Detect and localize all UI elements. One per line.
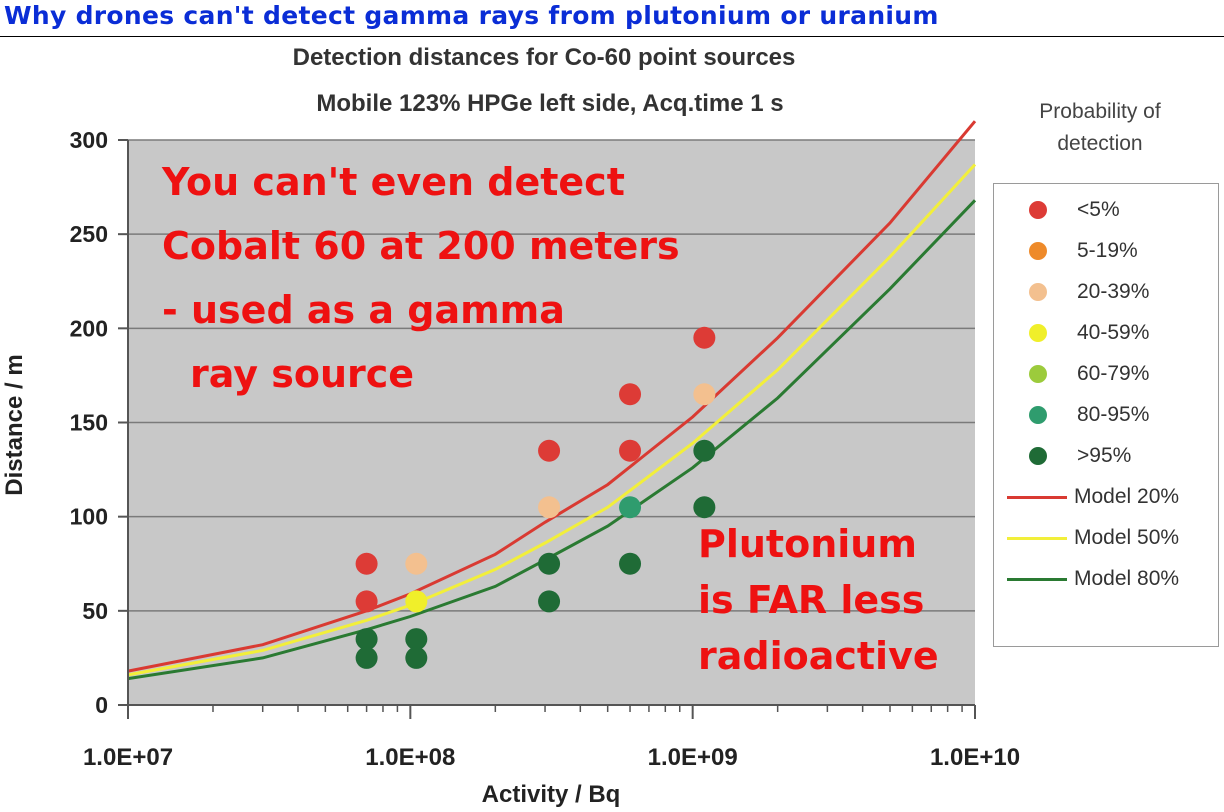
legend-label: 60-79% — [1077, 362, 1150, 385]
legend: <5% 5-19% 20-39% 40-59% 60-79% 80-95% >95% Mode… — [993, 183, 1219, 647]
axes: 0 50 100 150 200 250 300 1.0E+07 1.0E+08 1.0E+09 1… — [70, 127, 1020, 771]
y-axis-label: Distance / m — [1, 354, 28, 495]
legend-dot-swatch — [1029, 365, 1047, 383]
legend-title-line: detection — [1057, 132, 1143, 155]
y-tick-label: 50 — [82, 598, 108, 624]
data-point — [538, 496, 561, 519]
plutonium-annotation-line: is FAR less — [698, 578, 925, 622]
data-point — [619, 439, 642, 462]
data-point — [538, 590, 561, 613]
legend-item: >95% — [994, 436, 1218, 476]
data-point — [405, 646, 428, 669]
chart-title: Detection distances for Co-60 point sour… — [292, 44, 796, 71]
legend-dot-swatch — [1029, 242, 1047, 260]
cobalt-annotation-line: ray source — [190, 352, 415, 396]
y-tick-label: 150 — [70, 410, 108, 436]
data-point — [355, 646, 378, 669]
x-axis-label: Activity / Bq — [482, 781, 621, 808]
data-point — [355, 552, 378, 575]
y-tick-label: 100 — [70, 504, 108, 530]
legend-label: 5-19% — [1077, 239, 1138, 262]
model-line — [127, 163, 977, 677]
legend-item: 60-79% — [994, 354, 1218, 394]
legend-dot-swatch — [1029, 447, 1047, 465]
legend-label: 40-59% — [1077, 321, 1150, 344]
data-point — [538, 439, 561, 462]
x-tick-label: 1.0E+07 — [83, 744, 173, 771]
legend-label: Model 20% — [1074, 485, 1180, 508]
legend-dot-swatch — [1029, 406, 1047, 424]
data-point — [355, 590, 378, 613]
data-point — [355, 628, 378, 651]
legend-line-swatch — [1007, 496, 1067, 499]
legend-label: Model 80% — [1074, 567, 1180, 590]
legend-label: 20-39% — [1077, 280, 1150, 303]
data-point — [538, 552, 561, 575]
plutonium-annotation-line: radioactive — [698, 634, 939, 678]
data-points — [355, 326, 716, 669]
x-tick-label: 1.0E+10 — [930, 744, 1020, 771]
banner: Why drones can't detect gamma rays from … — [0, 0, 1224, 37]
data-point — [693, 383, 716, 406]
data-point — [405, 552, 428, 575]
legend-label: >95% — [1077, 444, 1132, 467]
y-tick-label: 0 — [95, 692, 108, 718]
legend-item: Model 20% — [994, 477, 1218, 517]
plutonium-annotation: Plutonium is FAR less radioactive — [698, 516, 939, 684]
data-point — [619, 383, 642, 406]
legend-item: 5-19% — [994, 231, 1218, 271]
plutonium-annotation-line: Plutonium — [698, 522, 917, 566]
data-point — [693, 496, 716, 519]
legend-title-line: Probability of — [1039, 100, 1161, 123]
legend-dot-swatch — [1029, 201, 1047, 219]
y-tick-label: 200 — [70, 315, 108, 341]
y-tick-label: 300 — [70, 127, 108, 153]
legend-item: <5% — [994, 190, 1218, 230]
cobalt-annotation: You can't even detect Cobalt 60 at 200 m… — [162, 150, 680, 406]
legend-item: 80-95% — [994, 395, 1218, 435]
cobalt-annotation-line: You can't even detect — [162, 160, 625, 204]
legend-item: Model 50% — [994, 518, 1218, 558]
banner-title: Why drones can't detect gamma rays from … — [4, 1, 939, 30]
data-point — [693, 439, 716, 462]
legend-item: 40-59% — [994, 313, 1218, 353]
data-point — [619, 496, 642, 519]
legend-dot-swatch — [1029, 283, 1047, 301]
model-line — [127, 120, 977, 673]
data-point — [405, 628, 428, 651]
legend-title: Probability of detection — [1000, 96, 1200, 160]
legend-label: Model 50% — [1074, 526, 1180, 549]
data-point — [619, 552, 642, 575]
legend-label: <5% — [1077, 198, 1120, 221]
legend-line-swatch — [1007, 537, 1067, 540]
legend-line-swatch — [1007, 578, 1067, 581]
legend-item: Model 80% — [994, 559, 1218, 599]
x-tick-label: 1.0E+08 — [365, 744, 455, 771]
cobalt-annotation-line: - used as a gamma — [162, 288, 565, 332]
data-point — [405, 590, 428, 613]
legend-dot-swatch — [1029, 324, 1047, 342]
data-point — [693, 326, 716, 349]
y-tick-label: 250 — [70, 221, 108, 247]
x-tick-label: 1.0E+09 — [648, 744, 738, 771]
legend-label: 80-95% — [1077, 403, 1150, 426]
cobalt-annotation-line: Cobalt 60 at 200 meters — [162, 224, 680, 268]
legend-item: 20-39% — [994, 272, 1218, 312]
chart-subtitle: Mobile 123% HPGe left side, Acq.time 1 s — [316, 90, 784, 117]
